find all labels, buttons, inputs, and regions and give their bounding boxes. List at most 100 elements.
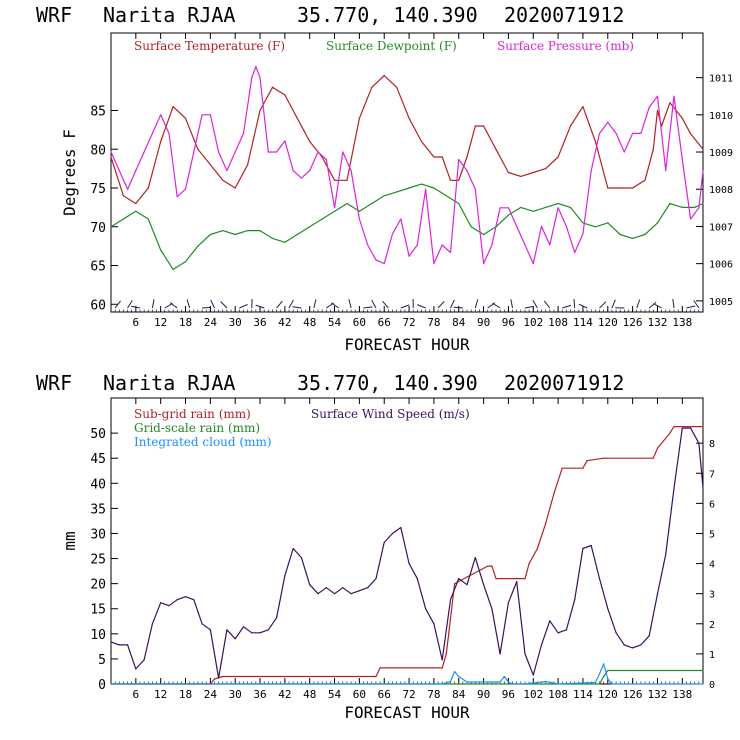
data-point — [673, 487, 675, 489]
data-point — [619, 233, 621, 236]
wind-barb — [672, 299, 675, 309]
y-axis-label: mm — [60, 531, 79, 550]
data-point — [441, 244, 443, 246]
data-point — [607, 222, 609, 224]
x-tick-label: 66 — [378, 688, 391, 701]
y-tick-label-right: 1009 — [709, 148, 733, 159]
x-axis-label: FORECAST HOUR — [344, 335, 470, 354]
data-point — [391, 233, 394, 235]
data-point — [160, 140, 162, 143]
data-point — [317, 151, 319, 153]
series-line — [111, 669, 703, 685]
data-point — [483, 263, 485, 265]
series-integrated-cloud-mm — [110, 663, 704, 685]
data-point — [325, 587, 327, 589]
data-point — [408, 117, 410, 119]
data-point — [334, 207, 336, 209]
x-tick-label: 18 — [179, 688, 192, 701]
data-point — [118, 170, 120, 172]
x-tick-label: 90 — [477, 688, 490, 701]
data-point — [358, 210, 360, 212]
data-point — [160, 114, 162, 116]
data-point — [569, 125, 572, 127]
wind-barb — [114, 300, 121, 309]
data-point — [122, 218, 124, 220]
data-point — [698, 442, 700, 444]
x-tick-label: 78 — [427, 316, 440, 329]
y-tick-label-right: 1005 — [709, 297, 733, 308]
data-point — [532, 210, 534, 212]
data-point — [342, 587, 344, 589]
x-tick-label: 60 — [353, 316, 366, 329]
data-point — [702, 426, 704, 428]
data-point — [632, 237, 634, 239]
data-point — [681, 206, 683, 208]
y-tick-label-right: 2 — [709, 620, 715, 631]
data-point — [491, 565, 493, 567]
wind-barb — [437, 301, 445, 309]
data-point — [184, 188, 187, 190]
x-tick-label: 78 — [427, 688, 440, 701]
data-point — [702, 487, 704, 489]
data-point — [449, 680, 452, 683]
data-point — [209, 114, 211, 116]
legend-entry: Surface Pressure (mb) — [497, 39, 634, 53]
series-surface-dewpoint-f — [110, 183, 704, 270]
data-point — [483, 125, 485, 127]
data-point — [358, 218, 360, 220]
data-point — [681, 117, 683, 119]
y-tick-label-left: 5 — [98, 653, 106, 668]
data-point — [209, 629, 211, 631]
wind-barb — [239, 304, 248, 309]
x-tick-label: 30 — [229, 688, 242, 701]
wind-barb — [453, 306, 463, 309]
data-point — [255, 65, 257, 68]
wind-barb — [648, 301, 657, 309]
data-point — [690, 427, 692, 429]
data-point — [507, 602, 509, 604]
data-point — [694, 206, 696, 208]
data-point — [408, 187, 410, 189]
header-init-time: 2020071912 — [504, 371, 624, 395]
data-point — [234, 233, 236, 236]
data-point — [259, 77, 261, 79]
x-tick-label: 36 — [253, 688, 266, 701]
data-point — [420, 140, 423, 143]
x-tick-label: 18 — [179, 316, 192, 329]
data-point — [350, 593, 352, 595]
header-coordinates: 35.770, 140.390 — [297, 371, 478, 395]
data-point — [458, 158, 460, 161]
data-point — [267, 151, 269, 153]
x-tick-label: 102 — [523, 688, 543, 701]
data-point — [342, 151, 344, 153]
data-point — [466, 681, 468, 683]
data-point — [160, 249, 162, 251]
data-point — [408, 255, 410, 257]
data-point — [557, 632, 559, 634]
series-line — [110, 75, 704, 205]
data-point — [702, 669, 704, 672]
data-point — [441, 667, 443, 669]
data-point — [557, 683, 559, 685]
data-point — [317, 593, 319, 595]
wind-barb — [164, 302, 173, 309]
data-point — [396, 86, 398, 88]
data-point — [292, 170, 294, 172]
y-axis-right: 0 1 2 3 4 5 6 7 8 — [696, 439, 715, 691]
x-tick-label: 48 — [303, 688, 316, 701]
data-point — [416, 244, 418, 246]
data-point — [495, 148, 497, 150]
data-point — [545, 206, 547, 208]
y-axis-label: Degrees F — [60, 129, 79, 216]
data-point — [574, 599, 576, 601]
data-point — [470, 226, 472, 228]
data-point — [598, 578, 601, 580]
data-point — [607, 457, 609, 459]
data-point — [681, 158, 683, 161]
y-tick-label-left: 45 — [90, 452, 106, 467]
data-point — [690, 218, 692, 220]
x-axis: 6 12 18 24 30 36 42 48 54 60 66 72 78 84 90 96 102 108 114… — [110, 398, 704, 701]
series-line — [110, 183, 704, 270]
y-tick-label-left: 40 — [90, 477, 106, 492]
data-point — [247, 164, 249, 166]
